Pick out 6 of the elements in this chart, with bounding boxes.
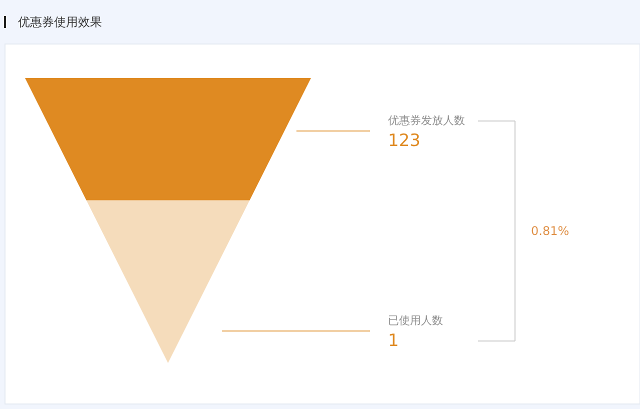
data-label: 123 [388,131,420,151]
category-label: 已使用人数 [388,314,443,327]
text: 0.81% [531,224,570,238]
text: 优惠券使用效果 [18,15,102,29]
data-label: 1 [388,331,399,351]
category-label: 优惠券发放人数 [388,114,465,127]
